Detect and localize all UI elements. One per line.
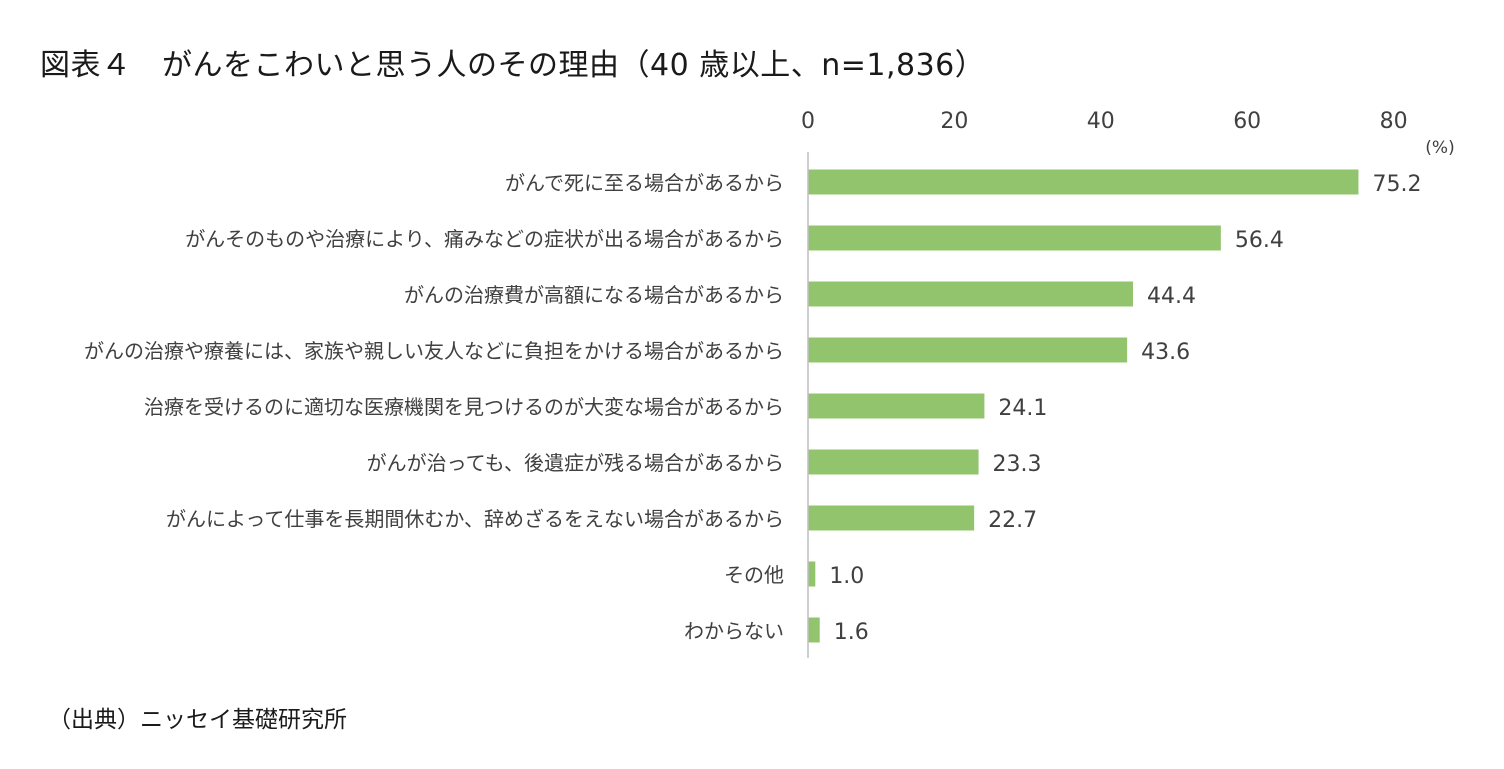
- source-note: （出典）ニッセイ基礎研究所: [48, 707, 347, 733]
- data-label: 56.4: [1235, 228, 1284, 253]
- data-label: 24.1: [998, 396, 1047, 421]
- chart-title: 図表４ がんをこわいと思う人のその理由（40 歳以上、n=1,836）: [40, 48, 986, 83]
- bar: [808, 281, 1134, 307]
- x-tick-label: 20: [940, 109, 968, 134]
- bar: [808, 449, 979, 475]
- bar: [808, 505, 975, 531]
- bar: [808, 169, 1359, 195]
- bar: [808, 561, 816, 587]
- data-label: 43.6: [1141, 340, 1190, 365]
- category-label: がんの治療費が高額になる場合があるから: [404, 283, 784, 307]
- unit-label: (%): [1425, 138, 1454, 158]
- category-label: がんが治っても、後遺症が残る場合があるから: [367, 451, 784, 475]
- data-label: 44.4: [1147, 284, 1196, 309]
- category-label: がんの治療や療養には、家族や親しい友人などに負担をかける場合があるから: [84, 339, 784, 363]
- category-label: 治療を受けるのに適切な医療機関を見つけるのが大変な場合があるから: [144, 395, 784, 419]
- bar: [808, 225, 1221, 251]
- data-label: 1.6: [834, 620, 869, 645]
- category-label: がんそのものや治療により、痛みなどの症状が出る場合があるから: [185, 227, 784, 251]
- x-tick-label: 60: [1233, 109, 1261, 134]
- bar: [808, 617, 820, 643]
- data-label: 22.7: [988, 508, 1037, 533]
- data-label: 75.2: [1372, 172, 1421, 197]
- bar: [808, 393, 985, 419]
- x-tick-label: 40: [1087, 109, 1115, 134]
- data-label: 1.0: [829, 564, 864, 589]
- category-label: わからない: [684, 619, 784, 643]
- x-tick-label: 80: [1380, 109, 1408, 134]
- category-label: その他: [724, 563, 784, 587]
- category-label: がんで死に至る場合があるから: [505, 171, 784, 195]
- bar: [808, 337, 1128, 363]
- data-label: 23.3: [993, 452, 1042, 477]
- category-label: がんによって仕事を長期間休むか、辞めざるをえない場合があるから: [166, 507, 784, 531]
- x-tick-label: 0: [801, 109, 815, 134]
